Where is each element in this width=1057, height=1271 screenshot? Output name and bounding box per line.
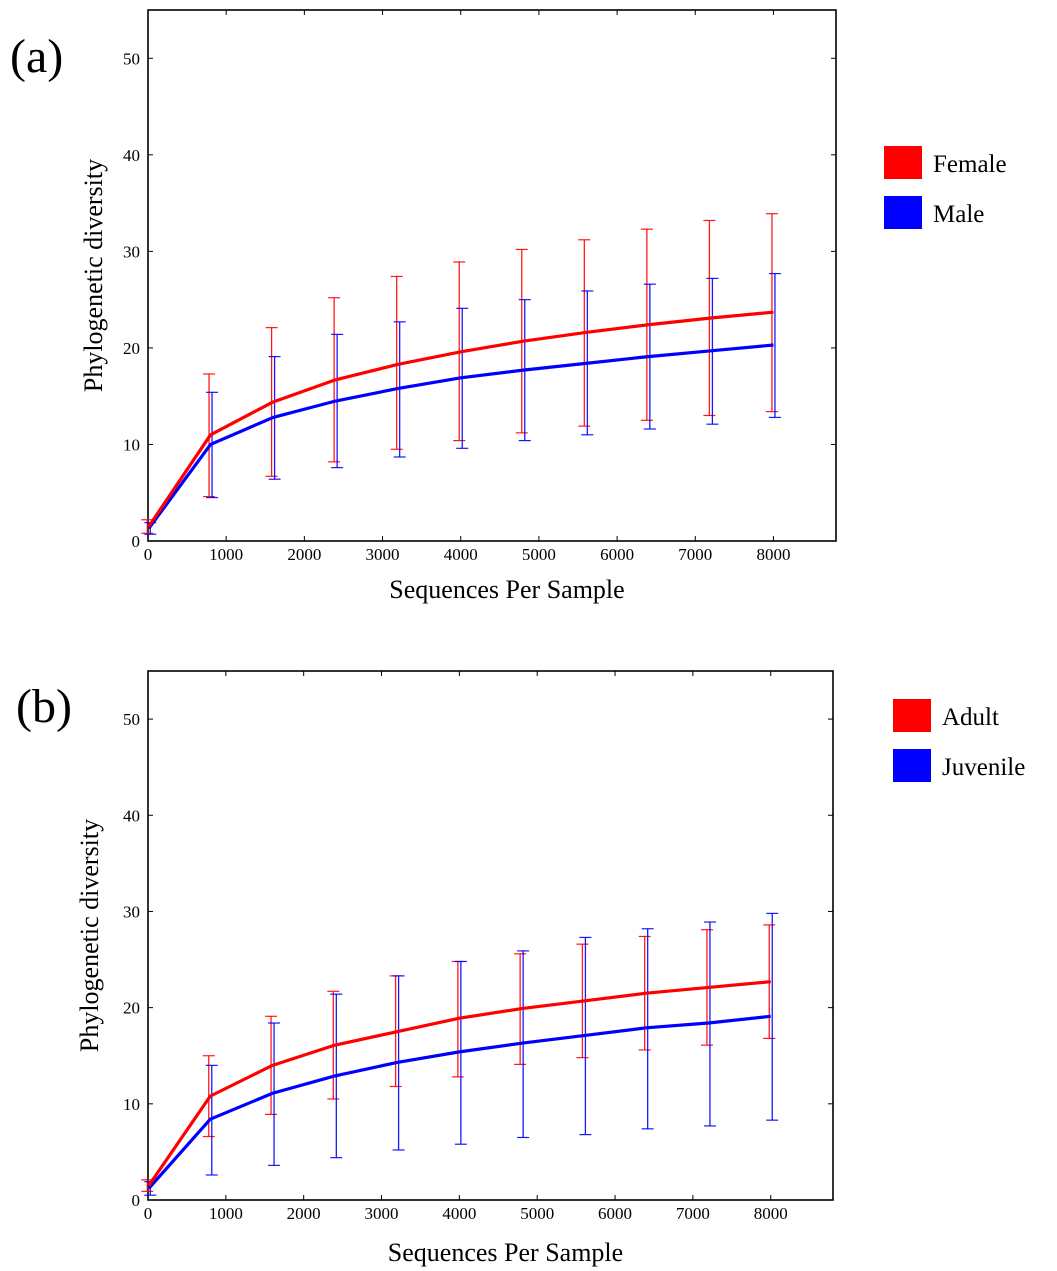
series-line-adult [147,980,771,1187]
legend-label: Male [933,201,984,228]
x-tick-label: 4000 [442,1204,476,1223]
y-tick-label: 10 [123,435,140,454]
x-tick-label: 6000 [600,545,634,564]
x-tick-label: 8000 [754,1204,788,1223]
x-tick-label: 1000 [209,1204,243,1223]
legend-label: Female [933,151,1007,178]
y-tick-label: 10 [123,1095,140,1114]
y-tick-label: 30 [123,902,140,921]
y-axis-title: Phylogenetic diversity [75,819,104,1052]
x-tick-label: 5000 [520,1204,554,1223]
x-tick-label: 1000 [209,545,243,564]
y-tick-label: 0 [132,1191,141,1210]
x-tick-label: 2000 [287,545,321,564]
panel-label: (a) [10,30,63,83]
y-tick-label: 20 [123,999,140,1018]
x-tick-label: 7000 [676,1204,710,1223]
legend-swatch [893,699,931,732]
x-tick-label: 8000 [756,545,790,564]
legend-swatch [893,749,931,782]
legend-label: Juvenile [942,754,1025,781]
series-line-female [147,310,774,528]
y-axis-title: Phylogenetic diversity [79,159,108,392]
plot-frame [147,9,837,542]
x-tick-label: 5000 [522,545,556,564]
plot-frame [147,670,834,1201]
x-tick-label: 7000 [678,545,712,564]
y-tick-label: 50 [123,710,140,729]
x-tick-label: 0 [144,1204,153,1223]
series-line-male [147,343,774,530]
y-tick-label: 40 [123,806,140,825]
x-tick-label: 3000 [366,545,400,564]
chart-panel-1: (a) 0 10 20 30 40 50 0 1000 2000 3000 4000 5000 6000 7… [10,9,1007,604]
y-tick-label: 30 [123,242,140,261]
series-line-juvenile [147,1014,771,1190]
legend-swatch [884,146,922,179]
y-tick-label: 40 [123,146,140,165]
x-tick-label: 4000 [444,545,478,564]
panel-label: (b) [16,680,72,733]
y-tick-label: 20 [123,339,140,358]
y-tick-label: 50 [123,49,140,68]
y-tick-label: 0 [132,532,141,551]
chart-panel-2: (b) 0 10 20 30 40 50 0 1000 2000 3000 4000 5000 6000 7… [16,670,1025,1267]
x-tick-label: 6000 [598,1204,632,1223]
x-tick-label: 3000 [365,1204,399,1223]
legend-label: Adult [942,704,999,731]
x-tick-label: 0 [144,545,153,564]
x-axis-title: Sequences Per Sample [388,1238,623,1267]
x-axis-title: Sequences Per Sample [389,575,624,604]
x-tick-label: 2000 [287,1204,321,1223]
legend-swatch [884,196,922,229]
